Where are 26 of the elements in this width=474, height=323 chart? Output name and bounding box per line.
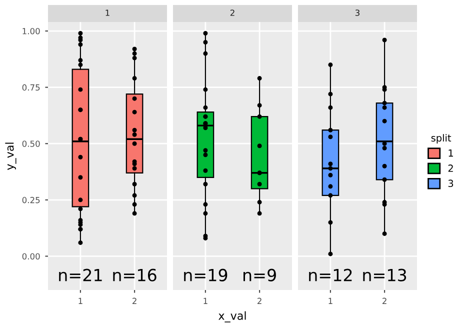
legend-title: split: [431, 134, 452, 144]
annotation: n=13: [363, 268, 406, 282]
annotation: n=9: [243, 268, 276, 282]
legend-label: 1: [448, 150, 453, 157]
x-tick-label: 1: [328, 298, 332, 304]
x-axis-title: x_val: [218, 311, 246, 322]
annotation: n=19: [184, 268, 228, 282]
x-tick-label: 2: [382, 298, 386, 304]
annotation: n=21: [59, 268, 102, 282]
legend-label: 3: [448, 180, 454, 188]
chart-title: 1: [106, 10, 110, 16]
chart-title: 3: [355, 10, 360, 16]
x-tick-label: 1: [204, 298, 208, 304]
x-tick-label: 2: [258, 298, 262, 304]
legend-label: 2: [448, 164, 453, 172]
x-tick-label: 2: [132, 298, 136, 304]
y-tick-label: 0.50: [22, 140, 40, 147]
annotation: n=12: [309, 268, 352, 282]
chart-title: 2: [230, 10, 234, 16]
x-tick-label: 1: [78, 298, 82, 304]
y-tick-label: 0.25: [22, 196, 40, 204]
y-axis-title: y_val: [5, 142, 16, 170]
y-tick-label: 0.75: [22, 84, 40, 91]
y-tick-label: 1.00: [22, 28, 40, 34]
annotation: n=16: [113, 268, 156, 282]
y-tick-label: 0.00: [22, 253, 40, 260]
